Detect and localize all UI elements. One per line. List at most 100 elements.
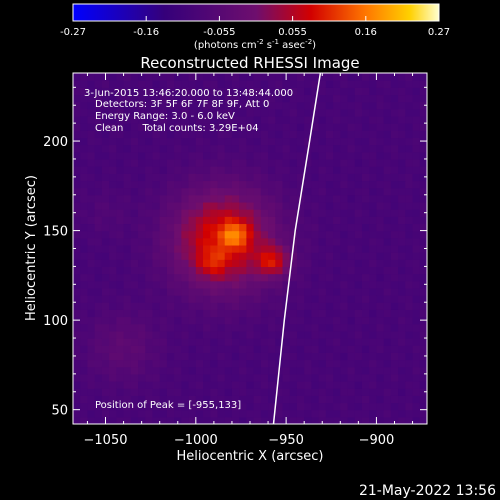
heatmap-cell	[354, 244, 363, 253]
heatmap-cell	[383, 173, 392, 182]
heatmap-cell	[296, 259, 305, 267]
heatmap-cell	[152, 359, 161, 368]
heatmap-cell	[231, 373, 240, 382]
heatmap-cell	[116, 388, 125, 396]
heatmap-cell	[333, 230, 341, 239]
heatmap-cell	[203, 366, 211, 375]
heatmap-cell	[419, 94, 427, 103]
heatmap-cell	[239, 94, 247, 103]
heatmap-cell	[174, 295, 182, 303]
heatmap-cell	[174, 94, 182, 103]
heatmap-cell	[203, 352, 211, 361]
heatmap-cell	[383, 338, 392, 346]
heatmap-cell	[419, 388, 427, 396]
heatmap-cell	[361, 309, 370, 318]
heatmap-cell	[87, 273, 96, 282]
heatmap-cell	[325, 287, 334, 296]
heatmap-cell	[289, 87, 298, 96]
heatmap-cell	[87, 338, 96, 346]
heatmap-cell	[231, 151, 240, 160]
heatmap-cell	[390, 388, 399, 396]
heatmap-cell	[260, 323, 269, 332]
heatmap-cell	[318, 237, 327, 246]
heatmap-cell	[231, 395, 240, 404]
heatmap-cell	[289, 108, 298, 117]
heatmap-cell	[304, 130, 312, 139]
heatmap-cell	[246, 330, 255, 339]
heatmap-cell	[239, 244, 247, 253]
heatmap-cell	[361, 287, 370, 296]
heatmap-cell	[260, 73, 269, 81]
heatmap-cell	[181, 273, 190, 282]
heatmap-cell	[419, 209, 427, 217]
heatmap-cell	[101, 330, 110, 339]
heatmap-cell	[318, 395, 327, 404]
heatmap-cell	[304, 287, 312, 296]
heatmap-cell	[282, 345, 291, 353]
heatmap-cell	[253, 223, 262, 232]
heatmap-cell	[101, 287, 110, 296]
heatmap-cell	[231, 101, 240, 110]
heatmap-cell	[296, 137, 305, 146]
heatmap-cell	[361, 330, 370, 339]
heatmap-cell	[94, 273, 103, 282]
heatmap-cell	[123, 388, 132, 396]
heatmap-cell	[405, 87, 414, 96]
heatmap-cell	[210, 73, 219, 81]
heatmap-cell	[354, 330, 363, 339]
heatmap-cell	[73, 280, 81, 289]
heatmap-cell	[109, 388, 117, 396]
heatmap-cell	[340, 209, 349, 217]
heatmap-cell	[246, 352, 255, 361]
heatmap-cell	[333, 345, 341, 353]
heatmap-cell	[130, 330, 139, 339]
heatmap-cell	[275, 323, 284, 332]
heatmap-cell	[318, 101, 327, 110]
heatmap-cell	[383, 359, 392, 368]
heatmap-cell	[398, 108, 406, 117]
heatmap-cell	[325, 373, 334, 382]
heatmap-cell	[145, 330, 154, 339]
heatmap-cell	[282, 87, 291, 96]
heatmap-cell	[159, 123, 168, 131]
heatmap-cell	[101, 101, 110, 110]
heatmap-cell	[181, 280, 190, 289]
heatmap-cell	[101, 201, 110, 210]
heatmap-cell	[94, 180, 103, 189]
heatmap-cell	[109, 123, 117, 131]
heatmap-cell	[340, 237, 349, 246]
heatmap-cell	[333, 287, 341, 296]
heatmap-cell	[87, 151, 96, 160]
heatmap-cell	[166, 381, 175, 389]
heatmap-cell	[398, 366, 406, 375]
heatmap-cell	[376, 316, 385, 325]
heatmap-cell	[405, 388, 414, 396]
heatmap-cell	[398, 201, 406, 210]
heatmap-cell	[239, 309, 247, 318]
heatmap-cell	[116, 166, 125, 174]
heatmap-cell	[116, 237, 125, 246]
heatmap-cell	[87, 302, 96, 310]
heatmap-cell	[340, 94, 349, 103]
heatmap-cell	[405, 201, 414, 210]
heatmap-cell	[340, 338, 349, 346]
heatmap-cell	[369, 237, 378, 246]
heatmap-cell	[347, 201, 356, 210]
heatmap-cell	[296, 373, 305, 382]
heatmap-cell	[145, 381, 154, 389]
heatmap-cell	[152, 316, 161, 325]
heatmap-cell	[376, 252, 385, 260]
heatmap-cell	[210, 252, 219, 260]
heatmap-cell	[289, 173, 298, 182]
heatmap-cell	[116, 252, 125, 260]
heatmap-cell	[195, 87, 204, 96]
heatmap-cell	[361, 123, 370, 131]
heatmap-cell	[231, 402, 240, 411]
heatmap-cell	[390, 201, 399, 210]
heatmap-cell	[376, 395, 385, 404]
heatmap-cell	[174, 223, 182, 232]
heatmap-cell	[376, 166, 385, 174]
heatmap-cell	[73, 216, 81, 225]
heatmap-cell	[268, 158, 276, 167]
heatmap-cell	[166, 295, 175, 303]
